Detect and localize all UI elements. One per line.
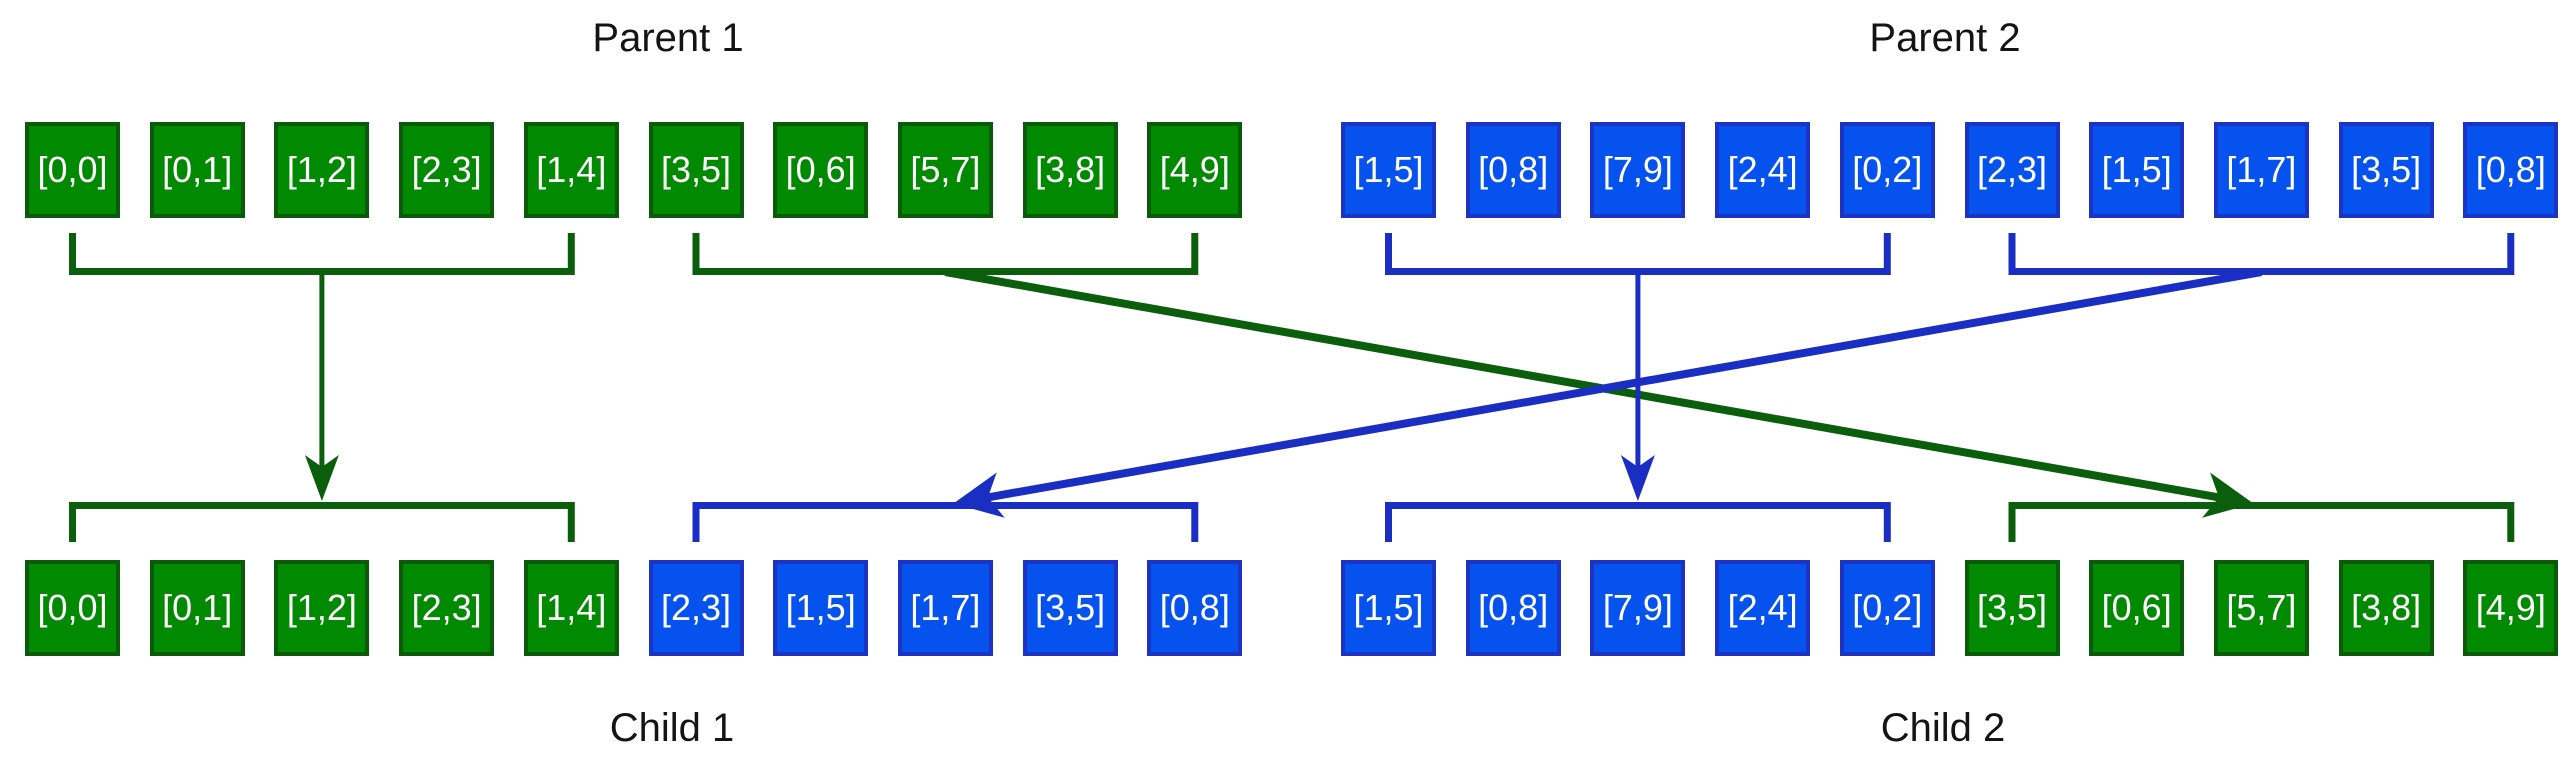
gene-box-parent1-3: [1,2]: [274, 122, 370, 218]
gene-box-child2-6: [3,5]: [1964, 560, 2060, 656]
segment-bracket-parent2-1: [1385, 233, 1891, 275]
gene-box-parent1-5: [1,4]: [523, 122, 619, 218]
gene-box-child2-2: [0,8]: [1465, 560, 1561, 656]
gene-box-parent1-8: [5,7]: [897, 122, 993, 218]
segment-bracket-child2-1: [1385, 502, 1891, 542]
gene-box-parent1-9: [3,8]: [1022, 122, 1118, 218]
gene-box-child2-7: [0,6]: [2089, 560, 2185, 656]
gene-box-parent2-7: [1,5]: [2089, 122, 2185, 218]
gene-box-child1-8: [1,7]: [897, 560, 993, 656]
crossover-arrow-shaft: [944, 268, 2225, 503]
segment-bracket-parent1-1: [69, 233, 575, 275]
gene-box-child2-5: [0,2]: [1839, 560, 1935, 656]
segment-bracket-child1-2: [692, 502, 1199, 542]
gene-box-child2-1: [1,5]: [1341, 560, 1436, 656]
crossover-arrowhead: [953, 472, 1005, 518]
child-1-label: Child 1: [609, 706, 735, 750]
gene-box-child2-8: [5,7]: [2213, 560, 2309, 656]
gene-box-parent2-9: [3,5]: [2338, 122, 2434, 218]
gene-box-parent2-4: [2,4]: [1715, 122, 1811, 218]
gene-box-child1-7: [1,5]: [773, 560, 869, 656]
gene-box-child2-9: [3,8]: [2338, 560, 2434, 656]
gene-box-parent2-10: [0,8]: [2463, 122, 2559, 218]
gene-box-parent1-2: [0,1]: [149, 122, 245, 218]
gene-box-child1-4: [2,3]: [399, 560, 495, 656]
gene-box-parent2-3: [7,9]: [1590, 122, 1686, 218]
gene-box-child1-3: [1,2]: [274, 560, 370, 656]
crossover-arrow-shaft: [982, 268, 2263, 503]
gene-box-child1-10: [0,8]: [1147, 560, 1243, 656]
gene-box-child1-1: [0,0]: [25, 560, 120, 656]
gene-box-parent1-10: [4,9]: [1147, 122, 1243, 218]
gene-box-parent2-5: [0,2]: [1839, 122, 1935, 218]
segment-bracket-child1-1: [69, 502, 575, 542]
segment-bracket-child2-2: [2008, 502, 2515, 542]
gene-box-parent1-6: [3,5]: [648, 122, 744, 218]
gene-box-parent1-4: [2,3]: [399, 122, 495, 218]
gene-box-child2-3: [7,9]: [1590, 560, 1686, 656]
gene-box-parent2-6: [2,3]: [1964, 122, 2060, 218]
gene-box-parent1-7: [0,6]: [773, 122, 869, 218]
gene-box-parent2-8: [1,7]: [2213, 122, 2309, 218]
gene-box-child2-4: [2,4]: [1715, 560, 1811, 656]
gene-box-child1-5: [1,4]: [523, 560, 619, 656]
gene-box-child1-6: [2,3]: [648, 560, 744, 656]
segment-bracket-parent1-2: [692, 233, 1199, 275]
gene-box-child1-2: [0,1]: [149, 560, 245, 656]
crossover-arrowhead: [1620, 455, 1655, 501]
crossover-arrowhead: [2202, 472, 2254, 518]
gene-box-parent2-1: [1,5]: [1341, 122, 1436, 218]
gene-box-parent2-2: [0,8]: [1465, 122, 1561, 218]
child-2-label: Child 2: [1880, 706, 2006, 750]
segment-bracket-parent2-2: [2008, 233, 2515, 275]
parent-1-label: Parent 1: [592, 16, 744, 60]
gene-box-child1-9: [3,5]: [1022, 560, 1118, 656]
parent-2-label: Parent 2: [1869, 16, 2021, 60]
gene-box-child2-10: [4,9]: [2463, 560, 2559, 656]
crossover-arrowhead: [304, 455, 339, 501]
gene-box-parent1-1: [0,0]: [25, 122, 120, 218]
